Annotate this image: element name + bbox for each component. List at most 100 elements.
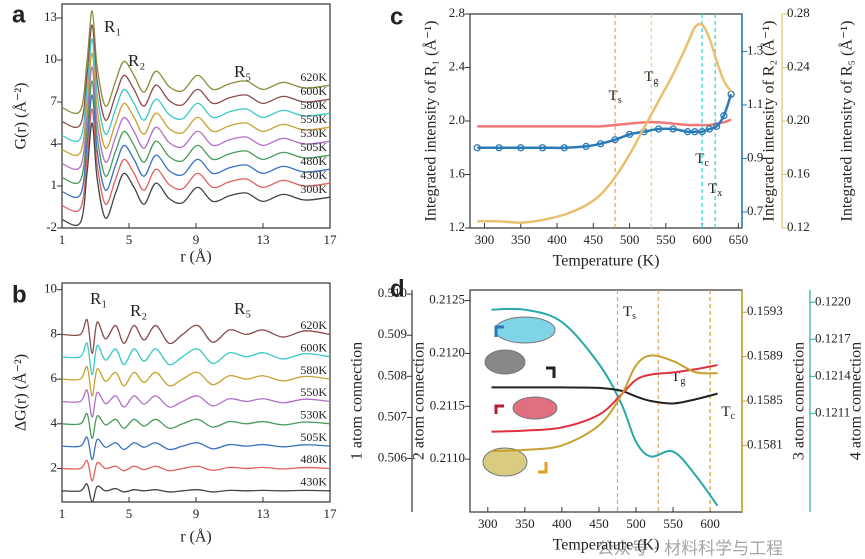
series-label: 550K — [300, 112, 327, 126]
reference-label-sub: x — [717, 188, 722, 199]
x-axis-title: r (Å) — [180, 528, 212, 546]
x-axis-title: Temperature (K) — [553, 253, 660, 270]
peak-label: R₁ — [90, 289, 107, 308]
y-tick-label: 1.1 — [747, 96, 763, 111]
series-line — [61, 436, 331, 461]
peak-label: R₅ — [234, 62, 251, 81]
series-line — [61, 412, 331, 439]
y-tick-label: 0.9 — [747, 149, 763, 164]
y-tick-label: 2.4 — [449, 58, 466, 73]
y-tick-label: 1.2 — [449, 219, 465, 234]
x-tick-label: 13 — [257, 232, 270, 247]
x-tick-label: 5 — [126, 506, 133, 521]
series-line — [61, 122, 331, 227]
panel: b 1 5 9 13 17 r (Å) 2 4 6 8 10 ΔG(r) (Å⁻²) 620K 600K 58… — [12, 281, 337, 546]
series-line — [61, 52, 331, 157]
reference-label: Tg — [644, 69, 658, 87]
icon-arrow — [494, 404, 504, 414]
x-tick-label: 5 — [126, 232, 133, 247]
y-tick-label: 0.20 — [787, 112, 810, 127]
series-label: 600K — [300, 340, 327, 354]
icon-4atom — [494, 316, 556, 344]
reference-label: Tc — [721, 404, 735, 422]
series-label: 550K — [300, 385, 327, 399]
y-tick-label: 0.1593 — [747, 303, 783, 318]
peak-label: R₅ — [234, 299, 251, 318]
reference-label-main: T — [623, 304, 632, 320]
y-tick-label: 0.24 — [787, 58, 810, 73]
y-tick-label: 0.509 — [378, 326, 407, 341]
x-tick-label: 17 — [324, 506, 338, 521]
x-tick-label: 400 — [552, 516, 572, 531]
y-axis-title: 4 atom connection — [848, 342, 865, 460]
reference-label-main: T — [708, 181, 717, 197]
y-axis-title: Integrated intensity of R₅ (Å⁻¹) — [838, 21, 856, 222]
x-tick-label: 350 — [515, 516, 535, 531]
x-tick-label: 450 — [589, 516, 609, 531]
series-line — [491, 354, 718, 452]
series-line — [61, 342, 331, 376]
y-tick-label: 10 — [44, 51, 57, 66]
reference-label: Tg — [671, 369, 685, 387]
series-line — [61, 459, 331, 482]
series-marker — [596, 140, 605, 148]
y-tick-label: 4 — [51, 415, 58, 430]
y-tick-label: 0.28 — [787, 5, 810, 20]
series-line — [477, 22, 733, 224]
series-marker — [712, 122, 721, 130]
series-label: 430K — [300, 475, 327, 489]
y-tick-label: 13 — [44, 9, 57, 24]
y-tick-label: 0.1585 — [747, 392, 783, 407]
panel-letter: a — [12, 1, 26, 28]
panel-letter: d — [390, 275, 405, 302]
reference-label-main: T — [644, 69, 653, 85]
series-line — [491, 307, 719, 507]
series-label: 530K — [300, 408, 327, 422]
series-line — [61, 80, 331, 185]
y-tick-label: 0.1581 — [747, 436, 783, 451]
reference-label-sub: g — [680, 376, 685, 387]
series-marker — [538, 144, 547, 152]
y-axis-title: G(r) (Å⁻²) — [12, 83, 30, 150]
reference-label-sub: g — [653, 76, 658, 87]
series-line — [61, 24, 331, 129]
x-axis-title: Temperature (K) — [553, 537, 660, 554]
x-tick-label: 300 — [475, 232, 495, 247]
panel-letter: b — [12, 281, 27, 308]
x-tick-label: 450 — [584, 232, 604, 247]
series-line — [61, 365, 331, 397]
reference-label-sub: s — [632, 311, 636, 322]
reference-label-main: T — [721, 404, 730, 420]
series-label: 530K — [300, 126, 327, 140]
x-tick-label: 650 — [729, 232, 749, 247]
y-tick-label: 0.2110 — [430, 450, 465, 465]
reference-label: Ts — [609, 88, 622, 106]
watermark: 公众号 · 材料科学与工程 — [597, 539, 783, 559]
reference-label: Tc — [695, 151, 709, 169]
series-marker — [517, 144, 525, 152]
series-marker — [473, 144, 481, 152]
series-label: 620K — [300, 318, 327, 332]
series-label: 505K — [300, 140, 327, 154]
y-tick-label: 0.508 — [378, 367, 407, 382]
y-tick-label: 2 — [51, 459, 58, 474]
series-marker — [698, 128, 706, 136]
series-label: 580K — [300, 98, 327, 112]
x-tick-label: 600 — [692, 232, 712, 247]
series-marker — [560, 144, 568, 152]
series-line — [61, 10, 331, 115]
panel-letter: c — [390, 3, 403, 30]
series-line — [477, 118, 732, 128]
x-tick-label: 1 — [59, 232, 66, 247]
series-marker — [654, 125, 663, 133]
peak-label: R₂ — [130, 301, 147, 320]
y-axis-title: ΔG(r) (Å⁻²) — [12, 354, 30, 431]
series-marker — [582, 142, 590, 151]
series-label: 620K — [300, 70, 327, 84]
series-line — [61, 94, 331, 199]
y-axis-title: 1 atom connection — [349, 342, 366, 460]
series-marker — [691, 128, 699, 136]
x-axis-title: r (Å) — [180, 248, 212, 266]
y-tick-label: 0.1220 — [815, 293, 851, 308]
reference-label-sub: s — [618, 95, 622, 106]
